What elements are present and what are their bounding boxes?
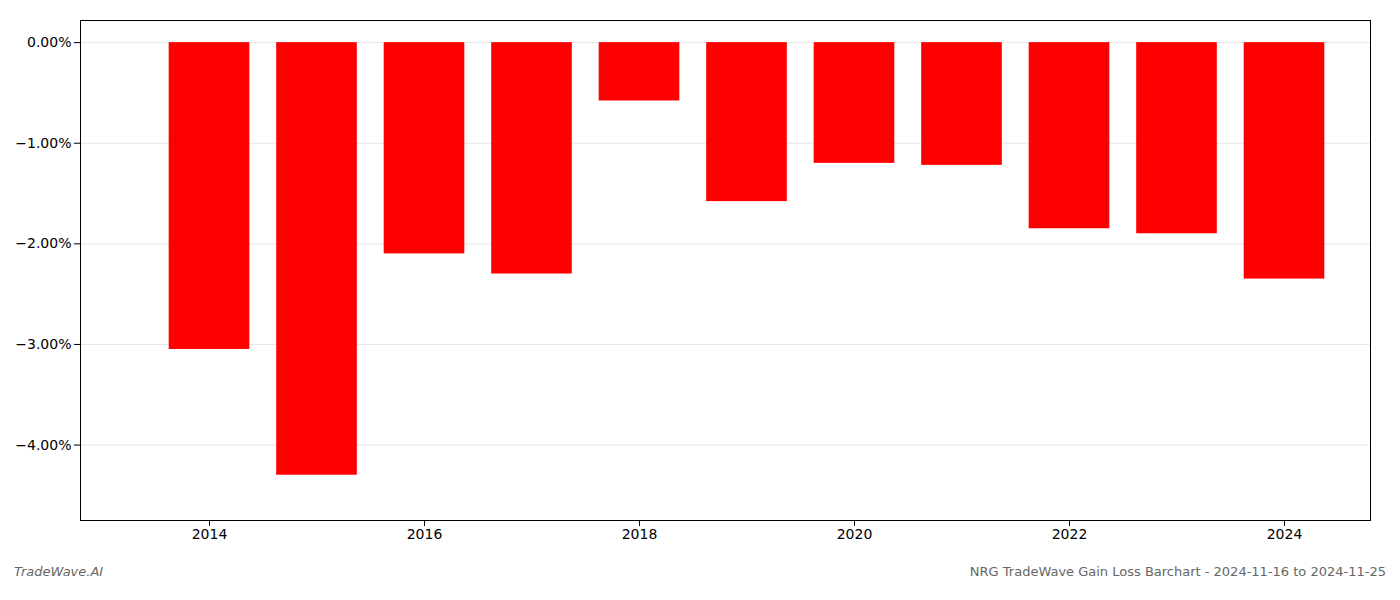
svg-text:2020: 2020 bbox=[837, 526, 873, 542]
svg-text:2022: 2022 bbox=[1052, 526, 1088, 542]
html-text:NRG TradeWave Gain Loss Barcha: NRG TradeWave Gain Loss Barchart - 2024-… bbox=[969, 564, 1386, 579]
svg-text:−4.00%: −4.00% bbox=[15, 437, 71, 453]
svg-text:−3.00%: −3.00% bbox=[15, 336, 71, 352]
svg-text:0.00%: 0.00% bbox=[27, 34, 71, 50]
svg-text:2014: 2014 bbox=[192, 526, 228, 542]
svg-text:−2.00%: −2.00% bbox=[15, 235, 71, 251]
html-text:TradeWave.AI: TradeWave.AI bbox=[14, 564, 104, 579]
svg-text:2018: 2018 bbox=[622, 526, 658, 542]
svg-text:2016: 2016 bbox=[407, 526, 443, 542]
svg-text:2024: 2024 bbox=[1267, 526, 1303, 542]
svg-text:−1.00%: −1.00% bbox=[15, 135, 71, 151]
